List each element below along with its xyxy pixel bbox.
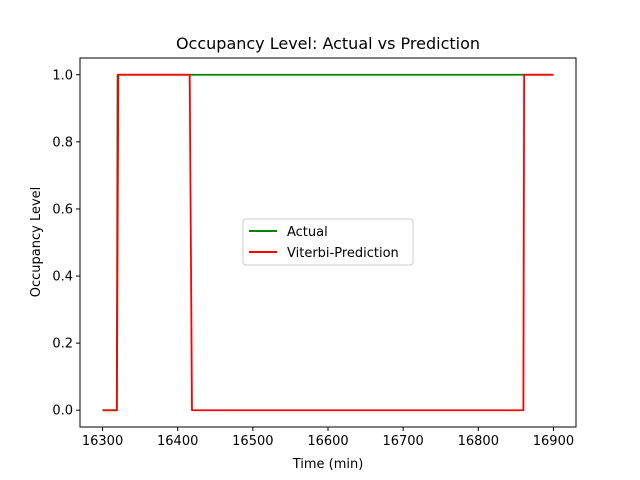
x-tick-label: 16500 [232, 434, 273, 449]
x-axis-label: Time (min) [292, 457, 364, 472]
x-tick-label: 16900 [533, 434, 574, 449]
y-tick-label: 0.8 [52, 135, 73, 150]
y-tick-label: 0.6 [52, 202, 73, 217]
chart-title: Occupancy Level: Actual vs Prediction [176, 34, 480, 53]
legend: Actual Viterbi-Prediction [242, 218, 414, 266]
x-tick-label: 16700 [382, 434, 423, 449]
series-line-viterbi-prediction [102, 73, 554, 412]
legend-label-actual: Actual [287, 225, 328, 240]
y-axis-ticks: 0.0 0.2 0.4 0.6 0.8 1.0 [52, 68, 80, 419]
y-tick-label: 0.0 [52, 404, 73, 419]
x-tick-label: 16600 [307, 434, 348, 449]
y-axis-label: Occupancy Level [29, 187, 44, 298]
x-tick-label: 16400 [157, 434, 198, 449]
y-tick-label: 1.0 [52, 68, 73, 83]
legend-label-viterbi-prediction: Viterbi-Prediction [287, 246, 399, 261]
series-lines [102, 73, 554, 412]
x-tick-label: 16800 [458, 434, 499, 449]
legend-box [242, 218, 414, 266]
y-tick-label: 0.4 [52, 270, 73, 285]
x-tick-label: 16300 [82, 434, 123, 449]
x-axis-ticks: 16300 16400 16500 16600 16700 16800 16900 [82, 427, 574, 449]
y-tick-label: 0.2 [52, 337, 73, 352]
